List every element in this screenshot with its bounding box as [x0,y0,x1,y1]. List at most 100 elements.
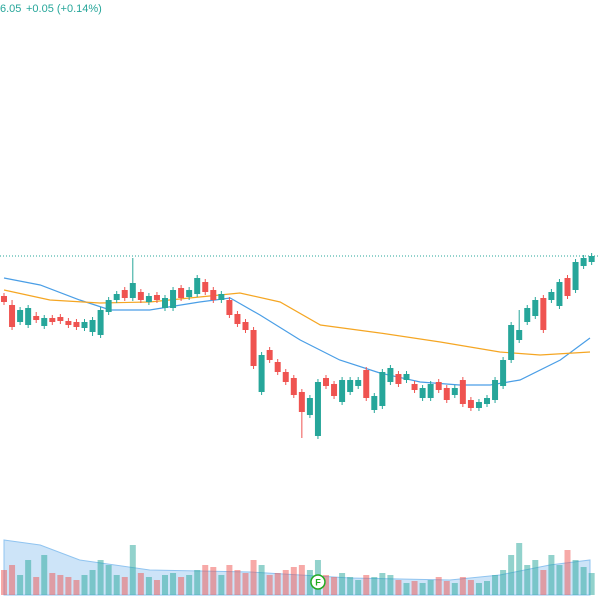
candle-body [572,262,579,290]
volume-bar [1,570,7,595]
candle-body [500,360,507,386]
candle-body [355,380,362,386]
volume-bar [306,570,313,595]
candle-body [129,283,136,298]
candle-body [443,388,450,400]
volume-bar [57,575,64,595]
header-change: +0.05 (+0.14%) [26,3,102,15]
volume-bar [419,583,426,595]
volume-bar [516,543,523,595]
volume-bar [121,577,128,595]
volume-bar [298,565,305,595]
candle-body [1,296,7,302]
volume-bar [41,555,48,595]
candle-body [524,308,531,322]
volume-bar [242,573,249,595]
volume-bar [492,575,499,595]
candle-body [17,310,24,322]
candle-body [379,372,386,406]
candle-body [25,308,32,325]
candle-body [475,402,482,408]
candle-body [121,290,128,298]
candle-body [451,388,458,395]
volume-bar [548,555,555,595]
candle-body [33,316,40,320]
volume-bar [524,565,531,595]
volume-bar [395,580,402,595]
candle-body [162,298,168,308]
volume-bar [347,577,354,595]
candle-body [411,384,418,390]
candle-body [371,396,378,410]
candle-body [564,278,571,296]
volume-bar [97,560,104,595]
candle-body [363,370,370,398]
candle-body [65,321,72,325]
volume-bar [403,583,410,595]
volume-bar [250,560,257,595]
volume-bar [266,575,273,595]
volume-bar [556,565,563,595]
candle-body [347,380,354,392]
event-marker-label: F [315,577,321,587]
candle-body [170,290,177,308]
candle-body [298,392,305,412]
candle-body [435,382,442,390]
volume-bar [129,545,136,595]
candle-body [194,278,201,294]
volume-bar [89,570,96,595]
candle-body [81,322,88,328]
volume-bar [137,573,144,595]
volume-bar [379,573,386,595]
candle-body [202,282,209,292]
candle-body [250,330,257,366]
volume-bar [202,565,209,595]
candle-body [9,305,16,327]
volume-bar [363,575,370,595]
candle-body [218,294,225,300]
volume-bar [105,565,112,595]
volume-bar [210,567,217,595]
volume-bar [540,570,547,595]
candle-body [178,288,185,298]
candle-body [242,322,249,330]
volume-bar [339,573,346,595]
volume-bar [508,555,515,595]
volume-bar [532,560,539,595]
candle-body [556,282,563,306]
candle-body [306,398,313,415]
volume-bar [484,581,490,595]
volume-bar [234,570,241,595]
volume-bar [81,575,88,595]
candle-body [532,300,539,316]
volume-bar [162,575,168,595]
candle-body [492,380,499,400]
candle-body [403,374,410,380]
volume-bar [49,573,56,595]
volume-bar [451,583,458,595]
candle-body [153,295,160,300]
volume-bar [323,575,329,595]
candle-body [323,378,329,386]
volume-bar [588,573,595,595]
candle-body [467,400,474,408]
candle-body [540,298,547,330]
header-price: 6.05 [0,3,21,15]
candle-body [210,290,217,300]
volume-bar [170,573,177,595]
event-marker [310,574,326,590]
volume-bar [226,565,233,595]
volume-bar [427,580,434,595]
volume-bar [564,550,571,595]
volume-bar [145,577,152,595]
volume-bar [65,577,72,595]
volume-bar [113,575,120,595]
volume-bar [290,567,297,595]
candle-body [41,318,48,326]
volume-bar [371,577,378,595]
volume-bar [443,581,450,595]
volume-bar [258,565,265,595]
volume-bar [186,575,193,595]
volume-bar [153,580,160,595]
candle-body [234,314,241,324]
